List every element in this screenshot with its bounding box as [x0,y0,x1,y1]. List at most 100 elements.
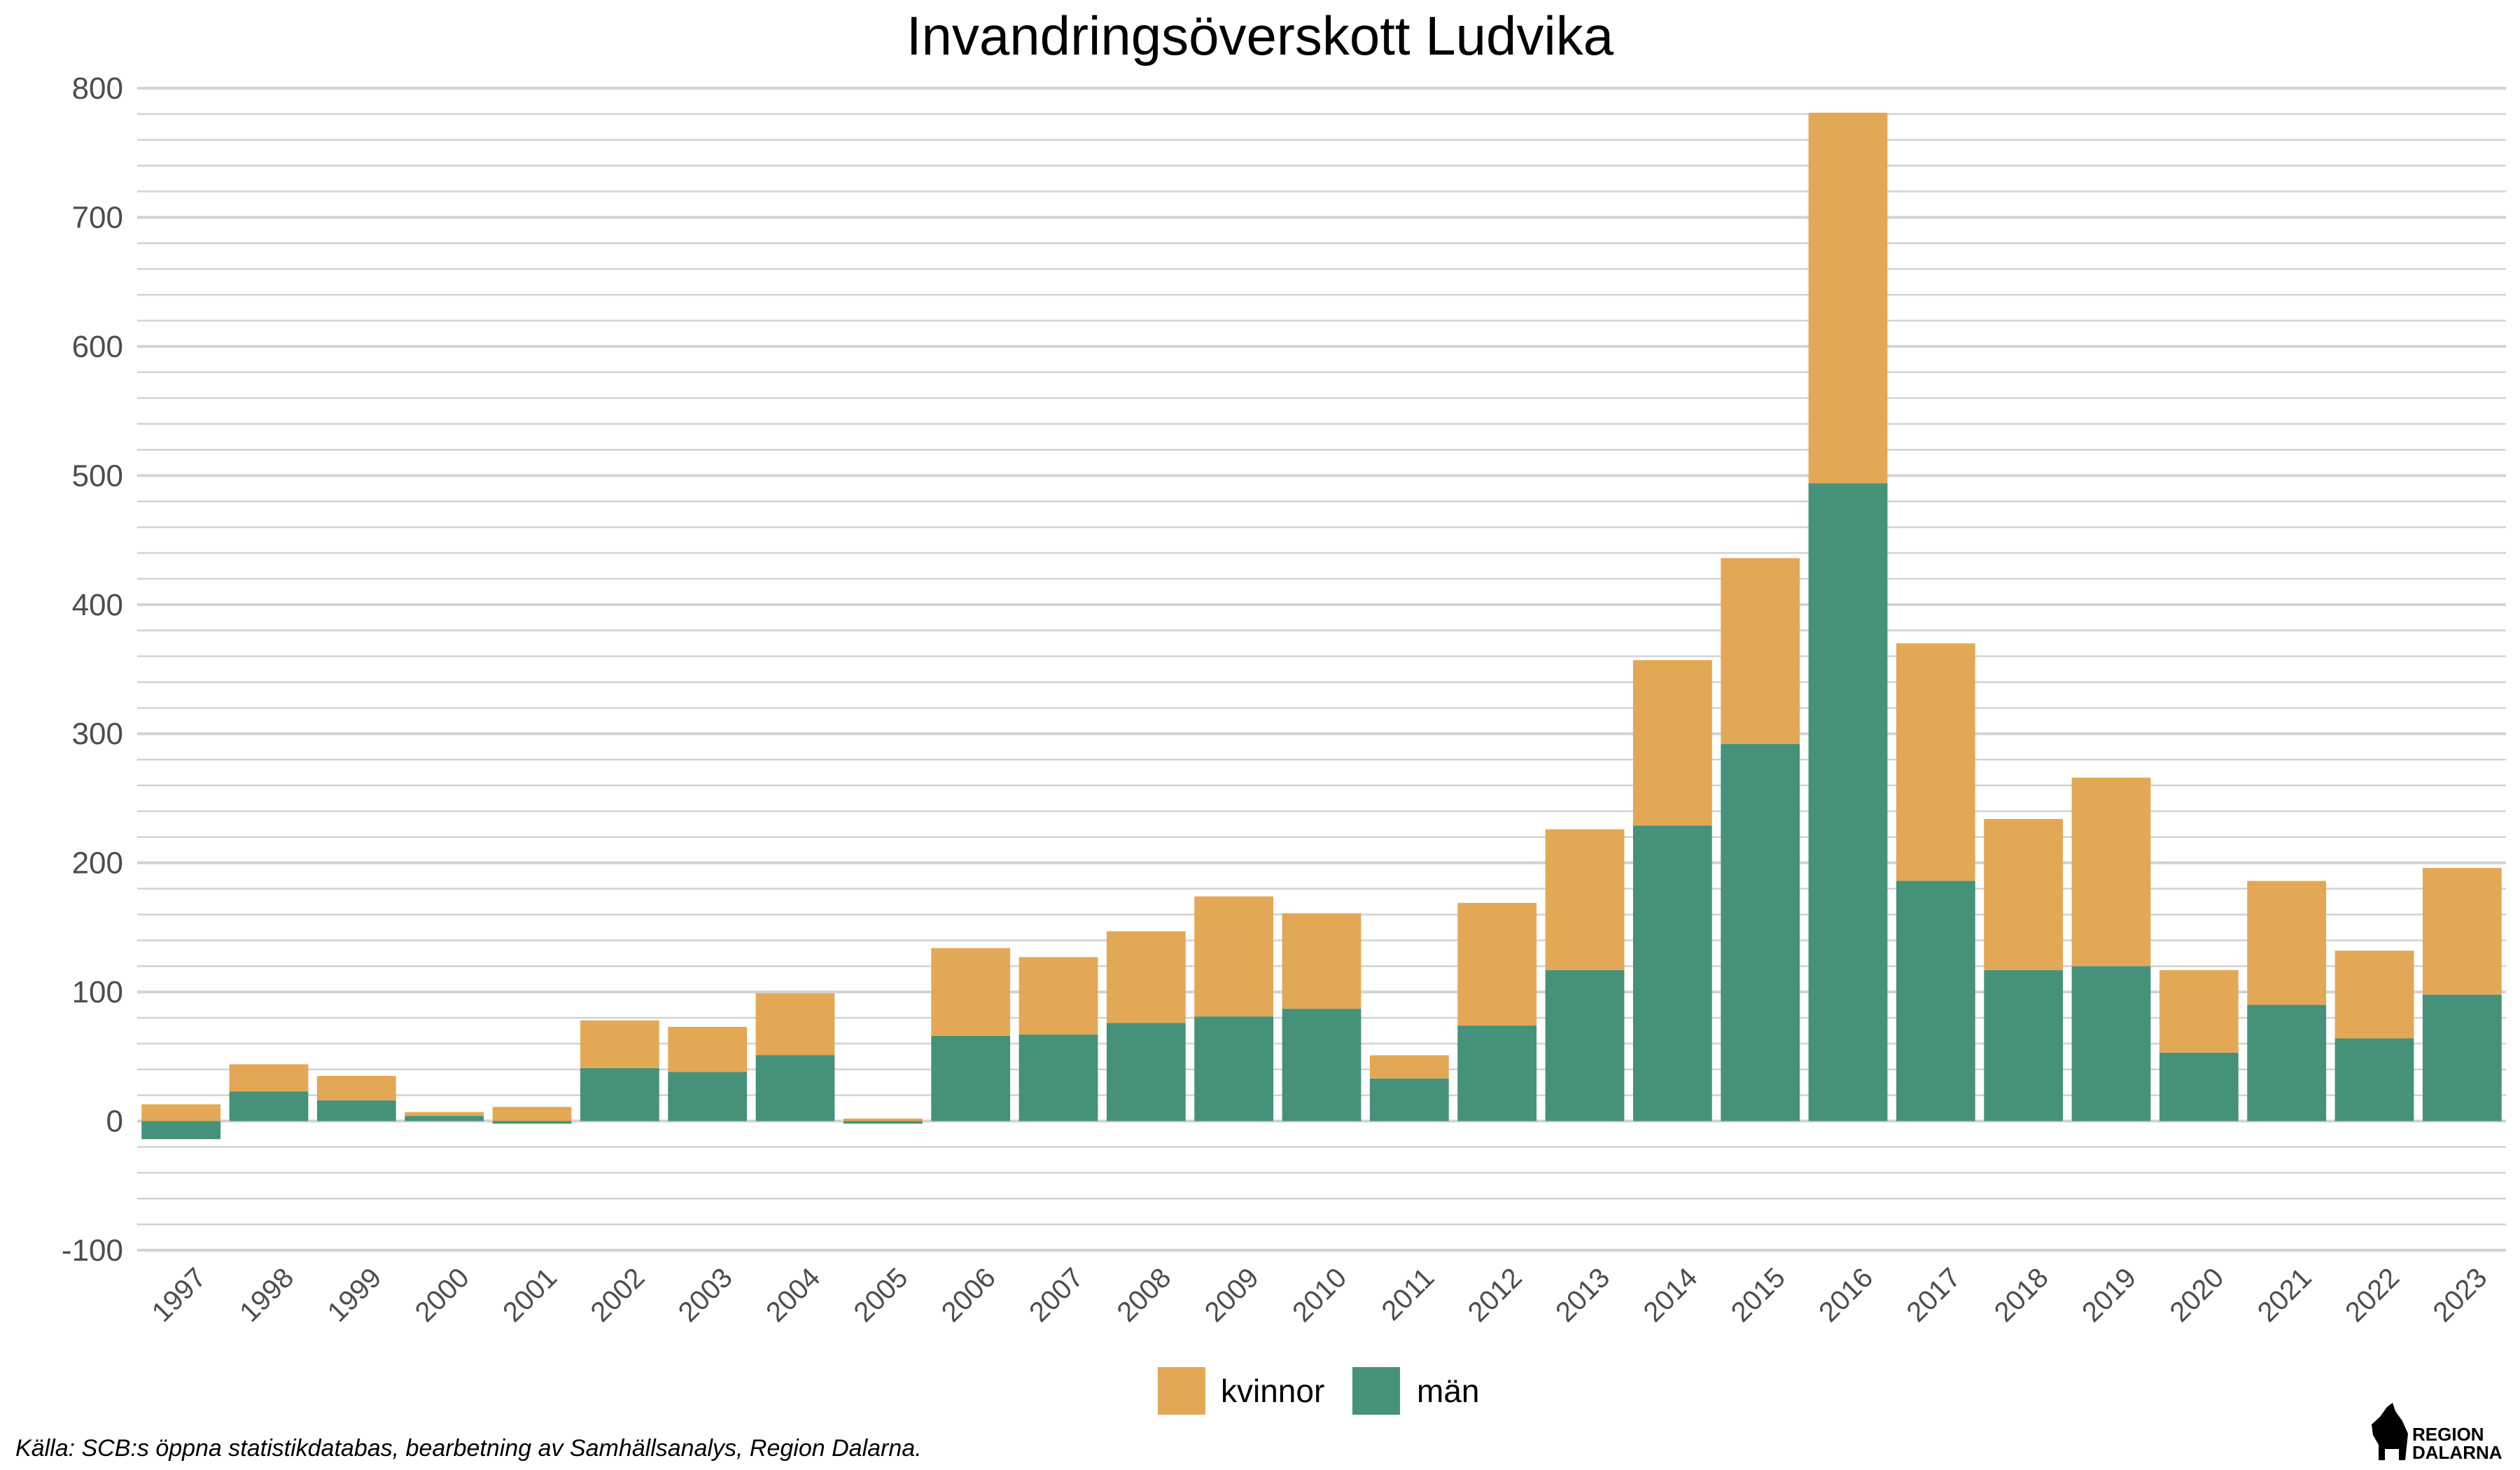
logo-line-2: DALARNA [2412,1442,2502,1463]
bar-man-2006 [931,1035,1011,1121]
x-tick-label: 2001 [497,1262,563,1328]
bar-kvinnor-2003 [668,1026,748,1072]
bar-kvinnor-2012 [1457,902,1537,1026]
bar-man-2018 [1984,969,2064,1121]
bar-man-2002 [580,1068,659,1121]
bar-kvinnor-2001 [492,1107,572,1121]
x-tick-label: 2020 [2164,1262,2230,1328]
y-tick-label: 400 [72,588,123,622]
x-tick-label: 2006 [936,1262,1002,1328]
source-caption: Källa: SCB:s öppna statistikdatabas, bea… [15,1435,922,1462]
region-dalarna-logo: REGION DALARNA [2372,1403,2502,1463]
bar-man-2020 [2159,1052,2239,1121]
bar-man-1999 [316,1100,396,1121]
bar-kvinnor-1999 [316,1076,396,1101]
x-tick-label: 2009 [1199,1262,1265,1328]
x-tick-label: 2015 [1726,1262,1791,1328]
bar-man-2008 [1106,1023,1186,1121]
legend-label-man: män [1417,1373,1479,1409]
bar-kvinnor-1997 [141,1104,221,1121]
bar-kvinnor-2013 [1545,829,1625,970]
bar-kvinnor-2021 [2247,881,2327,1005]
bar-kvinnor-2014 [1632,660,1712,826]
legend-swatch-man [1352,1367,1400,1415]
bar-kvinnor-2008 [1106,931,1186,1023]
x-tick-label: 2008 [1111,1262,1177,1328]
y-tick-label: 600 [72,330,123,364]
bar-man-2011 [1369,1078,1449,1121]
bar-kvinnor-2009 [1194,896,1274,1017]
bars [141,113,2502,1140]
bar-man-1997 [141,1121,221,1140]
bar-man-2013 [1545,969,1625,1121]
bar-man-2012 [1457,1026,1537,1121]
legend-swatch-kvinnor [1158,1367,1205,1415]
bar-kvinnor-2011 [1369,1055,1449,1079]
x-tick-label: 2023 [2427,1262,2493,1328]
y-axis: -100 0 100 200 300 400 500 600 700 800 [62,71,123,1268]
x-tick-label: 2021 [2252,1262,2318,1328]
y-tick-label: 300 [72,717,123,751]
bar-man-2021 [2247,1004,2327,1121]
bar-man-2022 [2334,1038,2414,1121]
legend: kvinnor män [1158,1367,1479,1415]
x-tick-label: 2016 [1813,1262,1879,1328]
x-tick-label: 2013 [1550,1262,1616,1328]
y-tick-label: 800 [72,71,123,106]
x-tick-label: 2012 [1462,1262,1528,1328]
x-tick-label: 2005 [848,1262,913,1328]
bar-kvinnor-2005 [843,1118,923,1121]
x-tick-label: 2000 [410,1262,475,1328]
y-tick-label: 500 [72,458,123,493]
x-tick-label: 2011 [1376,1262,1441,1326]
x-tick-label: 2017 [1900,1262,1966,1328]
bar-kvinnor-2004 [755,993,835,1056]
bar-kvinnor-2000 [405,1112,484,1116]
bar-kvinnor-2023 [2422,868,2502,995]
bar-man-1998 [229,1091,309,1121]
legend-label-kvinnor: kvinnor [1221,1373,1324,1409]
bar-kvinnor-1998 [229,1064,309,1092]
dala-horse-icon [2372,1403,2408,1460]
bar-man-2000 [405,1116,484,1121]
x-tick-label: 2018 [1989,1262,2054,1328]
bar-man-2010 [1282,1009,1362,1121]
bar-kvinnor-2015 [1721,558,1800,744]
bar-man-2014 [1632,825,1712,1121]
x-tick-label: 1997 [146,1262,212,1328]
y-tick-label: 100 [72,975,123,1009]
x-tick-label: 2022 [2339,1262,2405,1328]
y-tick-label: 0 [106,1105,123,1139]
y-tick-label: 200 [72,846,123,881]
x-tick-label: 2010 [1287,1262,1352,1328]
bar-kvinnor-2017 [1896,643,1975,881]
bar-kvinnor-2020 [2159,969,2239,1053]
bar-man-2001 [492,1121,572,1124]
bar-kvinnor-2018 [1984,818,2064,970]
chart-title: Invandringsöverskott Ludvika [906,5,1614,66]
bar-man-2005 [843,1121,923,1124]
bar-kvinnor-2022 [2334,951,2414,1039]
y-tick-label: -100 [62,1233,123,1268]
logo-line-1: REGION [2412,1424,2484,1445]
bar-man-2009 [1194,1016,1274,1121]
y-tick-label: 700 [72,200,123,234]
bar-man-2023 [2422,994,2502,1121]
x-tick-label: 2014 [1637,1262,1703,1328]
bar-kvinnor-2016 [1808,113,1888,484]
bar-man-2019 [2071,966,2151,1121]
bar-man-2015 [1721,743,1800,1121]
bar-kvinnor-2019 [2071,777,2151,967]
bar-man-2017 [1896,881,1975,1121]
x-axis: 1997 1998 1999 2000 2001 2002 2003 2004 2005 2006… [146,1262,2493,1328]
x-tick-label: 1999 [321,1262,387,1328]
bar-man-2003 [668,1072,748,1121]
x-tick-label: 2007 [1023,1262,1089,1328]
x-tick-label: 2003 [673,1262,738,1328]
bar-man-2004 [755,1055,835,1121]
bar-man-2016 [1808,483,1888,1121]
bar-kvinnor-2002 [580,1020,659,1068]
bar-kvinnor-2006 [931,948,1011,1036]
x-tick-label: 2002 [584,1262,650,1328]
